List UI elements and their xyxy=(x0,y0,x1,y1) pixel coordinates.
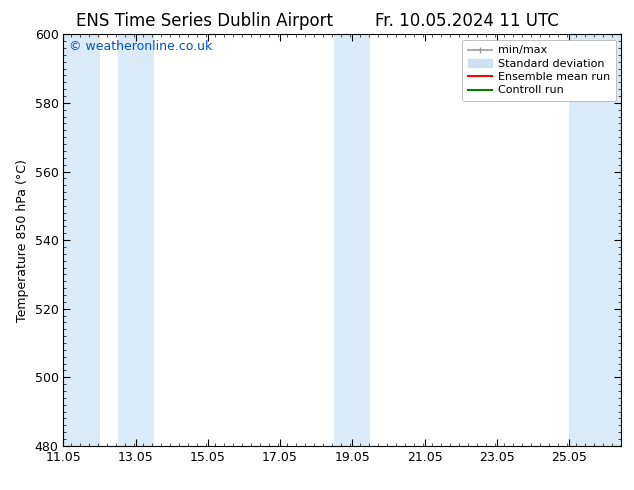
Bar xyxy=(63,34,100,446)
Y-axis label: Temperature 850 hPa (°C): Temperature 850 hPa (°C) xyxy=(16,159,29,321)
Text: © weatheronline.co.uk: © weatheronline.co.uk xyxy=(69,41,212,53)
Legend: min/max, Standard deviation, Ensemble mean run, Controll run: min/max, Standard deviation, Ensemble me… xyxy=(462,40,616,101)
Text: ENS Time Series Dublin Airport        Fr. 10.05.2024 11 UTC: ENS Time Series Dublin Airport Fr. 10.05… xyxy=(75,12,559,30)
Bar xyxy=(569,34,621,446)
Bar xyxy=(334,34,370,446)
Bar xyxy=(117,34,153,446)
